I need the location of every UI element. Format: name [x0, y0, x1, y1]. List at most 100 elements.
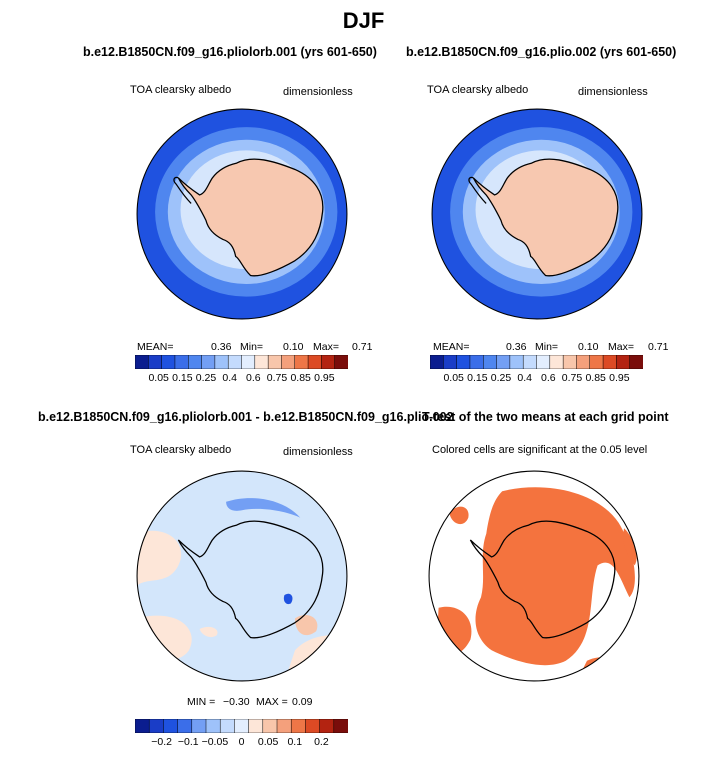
colorbar-swatch — [248, 719, 264, 733]
colorbar-tick-label: 0.75 — [561, 372, 583, 384]
colorbar-tick-label: −0.05 — [201, 736, 229, 748]
panel-2-title: b.e12.B1850CN.f09_g16.plio.002 (yrs 601-… — [406, 45, 677, 59]
antarctic-peninsula-coast — [468, 176, 487, 204]
panel-2-mean-label: MEAN= — [433, 341, 470, 353]
significant-region — [449, 506, 469, 525]
colorbar-tick-label: 0.1 — [287, 736, 303, 748]
colorbar-swatch — [234, 719, 250, 733]
panel-1-mean-value: 0.36 — [211, 341, 232, 353]
panel-4-map — [428, 470, 640, 682]
colorbar-tick-label: 0.4 — [517, 372, 532, 384]
colorbar-swatch — [562, 355, 577, 369]
colorbar-swatch — [254, 355, 269, 369]
map-border — [136, 108, 348, 320]
colorbar-tick-label: 0 — [238, 736, 245, 748]
panel-3-max-value: 0.09 — [292, 696, 313, 708]
positive-anomaly — [137, 530, 182, 587]
panel-1-mean-label: MEAN= — [137, 341, 174, 353]
colorbar-swatch — [576, 355, 591, 369]
colorbar-swatch — [205, 719, 221, 733]
colorbar-swatch — [276, 719, 292, 733]
colorbar-swatch — [602, 355, 617, 369]
colorbar-swatch — [135, 355, 149, 369]
colorbar-swatch — [483, 355, 498, 369]
colorbar-swatch — [163, 719, 179, 733]
colorbar-swatch — [430, 355, 444, 369]
panel-3-min-value: −0.30 — [223, 696, 250, 708]
significant-region — [475, 487, 635, 666]
colorbar-swatch — [522, 355, 538, 369]
colorbar-tick-label: 0.6 — [246, 372, 261, 384]
panel-3-min-label: MIN = — [187, 696, 216, 708]
map-border — [428, 470, 640, 682]
colorbar-swatch — [616, 355, 631, 369]
antarctic-peninsula-coast — [173, 176, 192, 204]
antarctica — [177, 158, 324, 277]
negative-anomaly — [226, 498, 301, 518]
panel-1-min-value: 0.10 — [283, 341, 304, 353]
antarctica — [472, 158, 619, 277]
colorbar-swatch — [321, 355, 336, 369]
panel-2-min-value: 0.10 — [578, 341, 599, 353]
panel-2-min-label: Min= — [535, 341, 559, 353]
colorbar-swatch — [281, 355, 296, 369]
colorbar-swatch — [294, 355, 309, 369]
colorbar-swatch — [290, 719, 306, 733]
negative-anomaly — [283, 593, 293, 605]
colorbar-swatch — [549, 355, 564, 369]
colorbar-swatch — [469, 355, 484, 369]
colorbar-swatch — [629, 355, 643, 369]
colorbar-swatch — [241, 355, 256, 369]
colorbar-tick-label: 0.85 — [585, 372, 606, 384]
colorbar-swatch — [305, 719, 321, 733]
panel-2-map — [431, 108, 643, 320]
colorbar-swatch — [227, 355, 243, 369]
colorbar-tick-label: 0.75 — [266, 372, 288, 384]
colorbar-tick-label: 0.15 — [467, 372, 488, 384]
colorbar-swatch — [443, 355, 458, 369]
colorbar-swatch — [334, 355, 348, 369]
panel-1-max-label: Max= — [313, 341, 339, 353]
panel-2-max-value: 0.71 — [648, 341, 669, 353]
positive-anomaly — [199, 626, 218, 638]
panel-4-title: T-test of the two means at each grid poi… — [422, 410, 669, 424]
colorbar-swatch — [509, 355, 524, 369]
panel-2-variable-label: TOA clearsky albedo — [427, 84, 529, 96]
colorbar-tick-label: 0.05 — [443, 372, 464, 384]
colorbar-tick-label: 0.25 — [195, 372, 217, 384]
panel-4-caption: Colored cells are significant at the 0.0… — [432, 444, 648, 456]
colorbar-swatch — [148, 355, 163, 369]
colorbar-tick-label: −0.1 — [177, 736, 199, 748]
page-title: DJF — [342, 8, 385, 33]
colorbar-swatch — [456, 355, 471, 369]
colorbar-tick-label: 0.6 — [541, 372, 556, 384]
panel-3-variable-label: TOA clearsky albedo — [130, 444, 232, 456]
colorbar-tick-label: 0.2 — [314, 736, 329, 748]
map-border — [136, 470, 348, 682]
significant-region — [623, 528, 637, 566]
panel-2-colorbar — [430, 355, 643, 369]
colorbar-swatch — [214, 355, 229, 369]
colorbar-swatch — [219, 719, 235, 733]
panel-1-map — [136, 108, 348, 320]
panel-3-title: b.e12.B1850CN.f09_g16.pliolorb.001 - b.e… — [38, 410, 454, 424]
panel-1-min-label: Min= — [240, 341, 264, 353]
antarctica-coast — [177, 520, 324, 639]
colorbar-tick-label: 0.4 — [222, 372, 237, 384]
colorbar-swatch — [135, 719, 150, 733]
colorbar-swatch — [201, 355, 216, 369]
colorbar-tick-label: 0.05 — [148, 372, 169, 384]
colorbar-swatch — [589, 355, 604, 369]
panel-3-map — [136, 470, 348, 682]
colorbar-tick-label: 0.95 — [609, 372, 630, 384]
panel-2-mean-value: 0.36 — [506, 341, 527, 353]
colorbar-swatch — [496, 355, 511, 369]
colorbar-swatch — [319, 719, 335, 733]
panel-3-max-label: MAX = — [256, 696, 288, 708]
panel-3-units-label: dimensionless — [283, 446, 353, 458]
colorbar-tick-label: 0.85 — [290, 372, 311, 384]
colorbar-swatch — [267, 355, 282, 369]
map-border — [431, 108, 643, 320]
panel-1-max-value: 0.71 — [352, 341, 373, 353]
antarctica-coast — [469, 520, 616, 639]
